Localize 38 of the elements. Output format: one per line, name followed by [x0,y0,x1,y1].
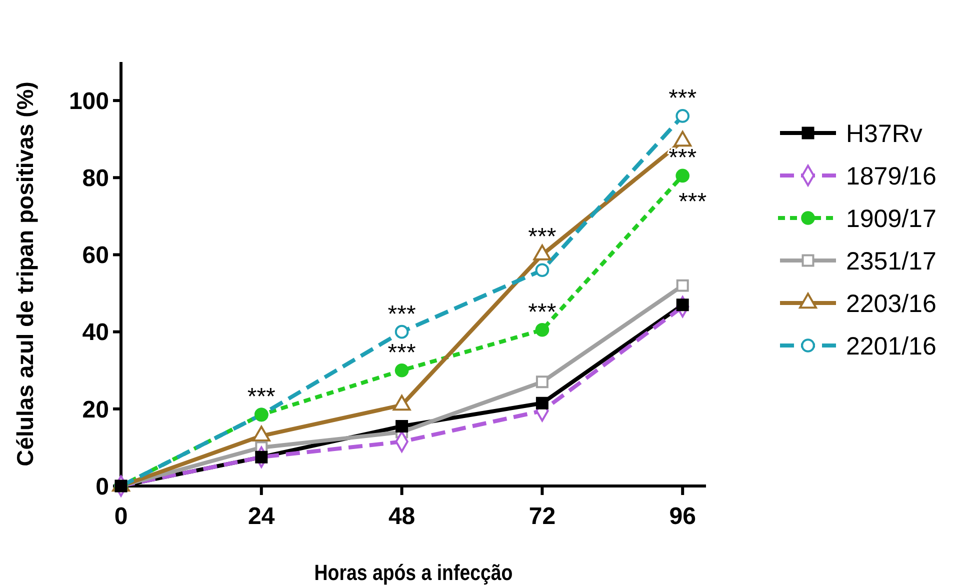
point [676,168,690,183]
annotation: *** [668,144,697,172]
y-tick-label: 100 [68,88,109,115]
legend-label: 1879/16 [846,162,936,190]
point [394,324,409,339]
point [536,396,548,410]
point [676,279,689,292]
x-tick-label: 96 [669,503,696,530]
point [396,420,408,432]
x-tick-label: 0 [114,503,128,530]
point [536,376,548,388]
x-axis-title: Horas após a infecção [314,562,513,585]
annotation: *** [528,298,556,326]
legend-label: 1909/17 [846,204,936,233]
legend-label: 2351/17 [846,247,936,276]
annotation: *** [528,224,556,251]
annotation: *** [668,84,697,112]
y-tick-label: 60 [82,242,109,270]
y-tick-label: 80 [82,165,109,192]
annotation: *** [247,384,276,411]
point [535,263,550,278]
point [255,450,268,464]
annotation: *** [388,300,416,328]
y-tick-label: 0 [96,473,109,500]
y-tick-label: 40 [82,319,109,346]
annotation: *** [388,339,416,366]
x-tick-label: 48 [388,503,416,530]
y-axis-title: Células azul de tripan positivas (%) [12,82,38,466]
x-tick-label: 72 [528,503,556,530]
point [535,322,550,337]
x-tick-label: 24 [248,503,276,530]
y-tick-label: 20 [82,396,109,424]
legend-label: H37Rv [846,120,923,148]
point [394,363,409,378]
legend-label: 2201/16 [846,332,936,360]
annotation: *** [678,188,707,216]
legend-label: 2203/16 [846,290,936,318]
point [676,109,690,123]
